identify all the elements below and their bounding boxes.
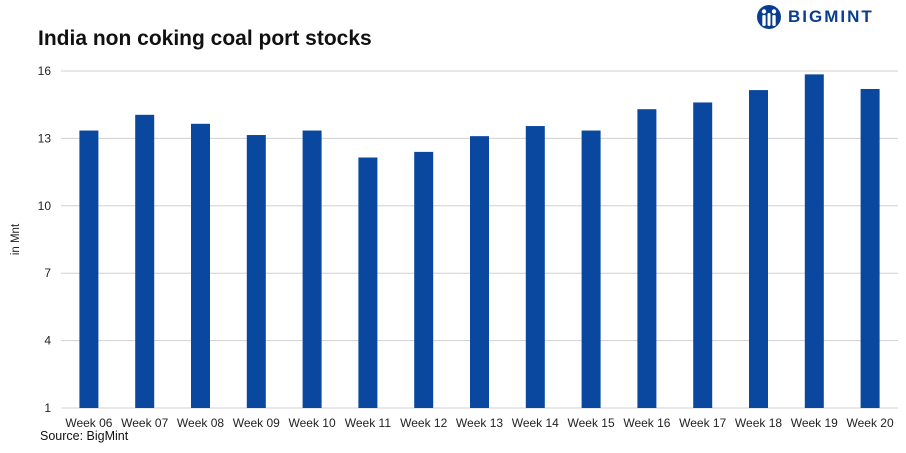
bar-week-12 bbox=[414, 151, 434, 408]
bar-week-11 bbox=[358, 157, 378, 408]
x-tick-label: Week 17 bbox=[679, 416, 726, 430]
bar-week-20 bbox=[860, 88, 880, 409]
x-axis-ticks: Week 06 Week 07 Week 08 Week 09 Week 10 Week … bbox=[65, 416, 894, 430]
y-axis-ticks: 1 4 7 10 13 16 bbox=[38, 64, 52, 415]
x-tick-label: Week 10 bbox=[289, 416, 336, 430]
source-note: Source: BigMint bbox=[40, 429, 129, 443]
x-tick-label: Week 20 bbox=[847, 416, 894, 430]
y-tick-label: 10 bbox=[38, 199, 52, 213]
brand-name: BIGMINT bbox=[788, 7, 874, 26]
bar-week-14 bbox=[525, 126, 545, 408]
bar-week-06 bbox=[79, 130, 99, 408]
x-tick-label: Week 11 bbox=[345, 416, 392, 430]
x-tick-label: Week 19 bbox=[791, 416, 838, 430]
y-axis-label: in Mnt bbox=[10, 223, 22, 255]
bar-week-17 bbox=[693, 102, 713, 408]
bar-week-10 bbox=[302, 130, 322, 408]
y-tick-label: 16 bbox=[38, 64, 52, 78]
y-tick-label: 13 bbox=[38, 131, 52, 145]
x-tick-label: Week 12 bbox=[400, 416, 447, 430]
bar-week-15 bbox=[581, 130, 601, 408]
bar-week-07 bbox=[135, 114, 155, 408]
bar-week-09 bbox=[246, 135, 266, 408]
x-tick-label: Week 08 bbox=[177, 416, 224, 430]
x-tick-label: Week 06 bbox=[65, 416, 112, 430]
bars bbox=[79, 74, 880, 409]
x-tick-label: Week 07 bbox=[121, 416, 168, 430]
x-tick-label: Week 15 bbox=[568, 416, 615, 430]
x-tick-label: Week 09 bbox=[233, 416, 280, 430]
y-tick-label: 7 bbox=[44, 266, 51, 280]
bar-week-18 bbox=[749, 90, 768, 408]
x-tick-label: Week 13 bbox=[456, 416, 503, 430]
bar-week-08 bbox=[191, 123, 210, 409]
y-tick-label: 4 bbox=[44, 334, 51, 348]
brand-logo-icon bbox=[757, 5, 781, 29]
chart-title: India non coking coal port stocks bbox=[38, 27, 372, 50]
brand-logo: BIGMINT bbox=[756, 4, 874, 30]
x-tick-label: Week 16 bbox=[623, 416, 670, 430]
bar-week-19 bbox=[804, 74, 824, 409]
y-tick-label: 1 bbox=[44, 401, 51, 415]
x-tick-label: Week 14 bbox=[512, 416, 559, 430]
x-tick-label: Week 18 bbox=[735, 416, 782, 430]
bar-week-13 bbox=[470, 136, 489, 409]
bar-week-16 bbox=[637, 109, 657, 409]
